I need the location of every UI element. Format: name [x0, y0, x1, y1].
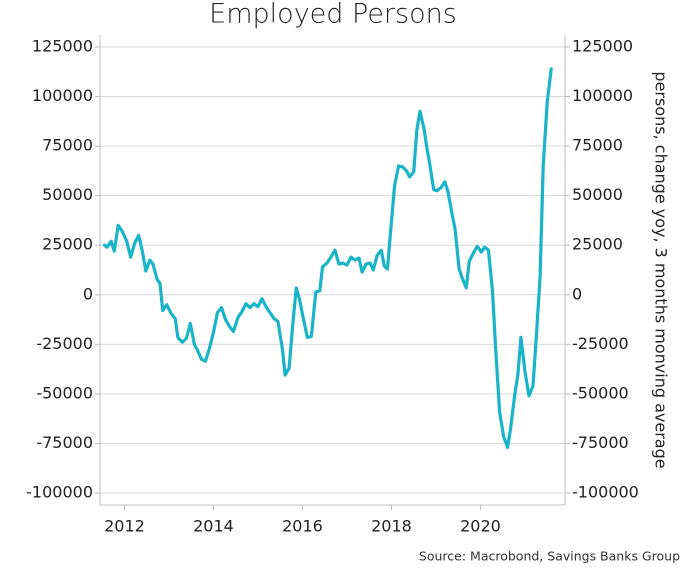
y2-tick-label: 25000	[572, 235, 623, 254]
source-note: Source: Macrobond, Savings Banks Group	[419, 549, 680, 564]
y2-tick-label: -25000	[572, 334, 629, 353]
y-tick-label: 25000	[42, 235, 93, 254]
y2-tick-label: 125000	[572, 37, 633, 56]
y-tick-label: -100000	[26, 483, 93, 502]
y2-axis-label: persons, change yoy, 3 months monving av…	[652, 71, 671, 468]
y2-tick-label: 0	[572, 284, 582, 303]
y-tick-label: -25000	[36, 334, 93, 353]
x-tick-label: 2012	[104, 517, 145, 536]
chart-title: Employed Persons	[209, 0, 457, 30]
x-tick-label: 2018	[371, 517, 412, 536]
y2-tick-label: -50000	[572, 383, 629, 402]
y-tick-label: -50000	[36, 383, 93, 402]
y-tick-label: 50000	[42, 185, 93, 204]
x-tick-label: 2020	[460, 517, 501, 536]
y2-tick-label: -100000	[572, 483, 639, 502]
data-line	[102, 67, 553, 450]
y-tick-label: 75000	[42, 136, 93, 155]
y2-tick-label: 100000	[572, 86, 633, 105]
y-tick-label: 125000	[32, 37, 93, 56]
y2-tick-label: 75000	[572, 136, 623, 155]
y-tick-label: -75000	[36, 433, 93, 452]
y-tick-label: 100000	[32, 86, 93, 105]
x-tick-label: 2016	[282, 517, 323, 536]
y2-tick-label: -75000	[572, 433, 629, 452]
y2-tick-label: 50000	[572, 185, 623, 204]
x-tick-label: 2014	[193, 517, 234, 536]
y-tick-label: 0	[83, 284, 93, 303]
